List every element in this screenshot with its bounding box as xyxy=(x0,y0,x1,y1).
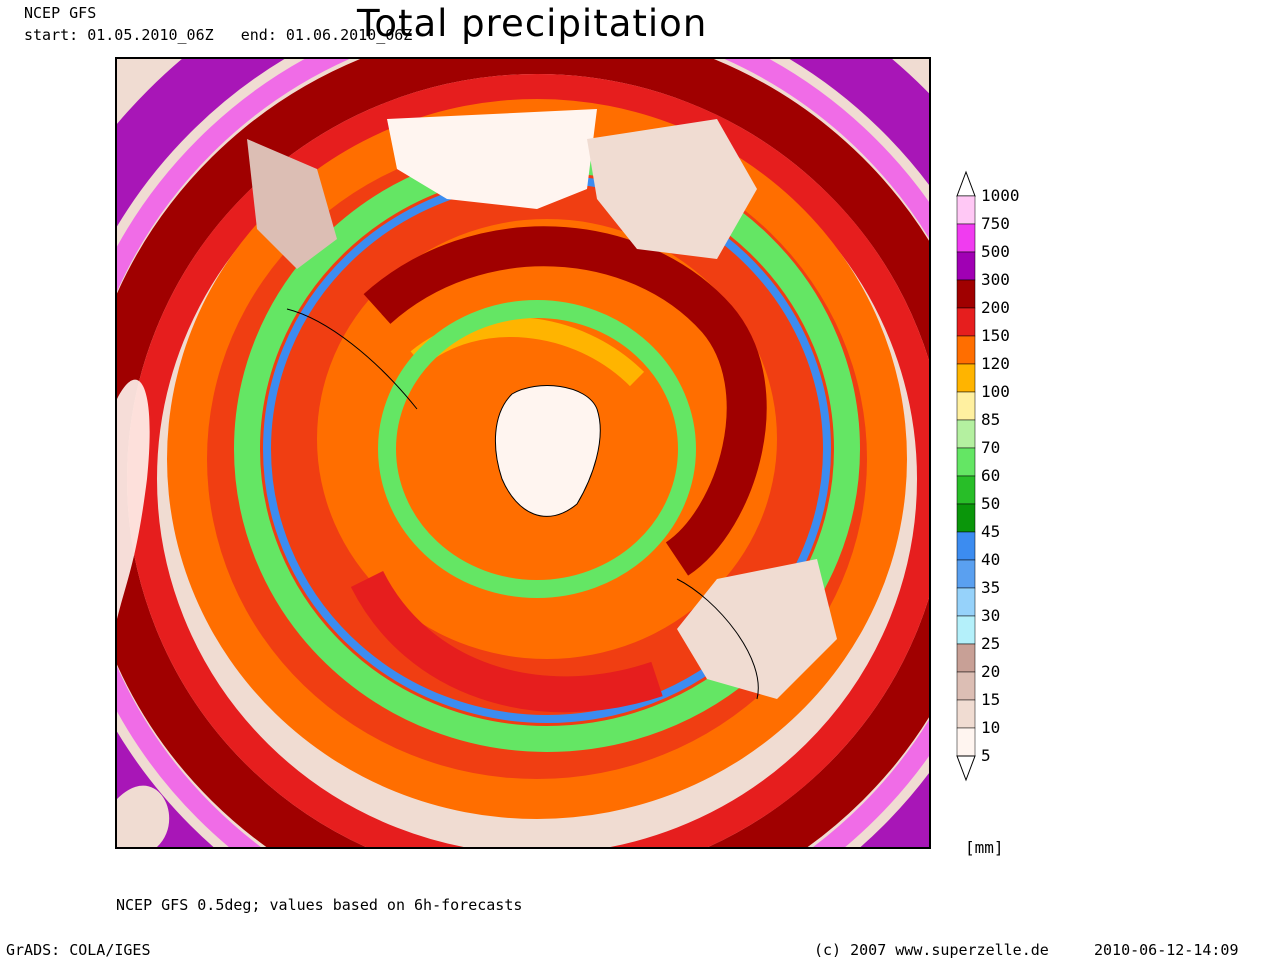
colorbar-top-arrow xyxy=(956,170,976,197)
colorbar-label-5: 5 xyxy=(981,746,991,765)
colorbar-label-500: 500 xyxy=(981,242,1010,261)
software-credit: GrADS: COLA/IGES xyxy=(6,941,151,959)
colorbar-label-10: 10 xyxy=(981,718,1001,737)
colorbar-label-25: 25 xyxy=(981,634,1001,653)
colorbar-label-40: 40 xyxy=(981,550,1001,569)
colorbar-swatch-20 xyxy=(956,643,976,673)
units-label: [mm] xyxy=(965,838,1004,857)
colorbar-swatch-10 xyxy=(956,699,976,729)
colorbar-label-20: 20 xyxy=(981,662,1001,681)
colorbar-label-30: 30 xyxy=(981,606,1001,625)
colorbar-swatch-5 xyxy=(956,727,976,757)
colorbar-swatch-25 xyxy=(956,615,976,645)
colorbar-swatch-60 xyxy=(956,447,976,477)
colorbar-swatch-750 xyxy=(956,195,976,225)
data-source-note: NCEP GFS 0.5deg; values based on 6h-fore… xyxy=(116,896,523,914)
colorbar-label-300: 300 xyxy=(981,270,1010,289)
colorbar xyxy=(955,170,1055,790)
colorbar-swatch-50 xyxy=(956,475,976,505)
colorbar-label-85: 85 xyxy=(981,410,1001,429)
colorbar-label-100: 100 xyxy=(981,382,1010,401)
colorbar-swatch-30 xyxy=(956,587,976,617)
colorbar-swatch-100 xyxy=(956,363,976,393)
colorbar-swatch-150 xyxy=(956,307,976,337)
colorbar-swatch-35 xyxy=(956,559,976,589)
colorbar-label-150: 150 xyxy=(981,326,1010,345)
colorbar-swatch-85 xyxy=(956,391,976,421)
colorbar-swatch-70 xyxy=(956,419,976,449)
colorbar-label-15: 15 xyxy=(981,690,1001,709)
precipitation-map xyxy=(115,57,931,849)
timestamp: 2010-06-12-14:09 xyxy=(1094,941,1239,959)
colorbar-swatch-15 xyxy=(956,671,976,701)
colorbar-swatches xyxy=(956,170,976,782)
colorbar-swatch-40 xyxy=(956,531,976,561)
colorbar-label-45: 45 xyxy=(981,522,1001,541)
colorbar-label-120: 120 xyxy=(981,354,1010,373)
colorbar-label-1000: 1000 xyxy=(981,186,1020,205)
model-name: NCEP GFS xyxy=(24,4,97,22)
colorbar-swatch-45 xyxy=(956,503,976,533)
colorbar-label-750: 750 xyxy=(981,214,1010,233)
colorbar-swatch-120 xyxy=(956,335,976,365)
colorbar-swatch-300 xyxy=(956,251,976,281)
colorbar-label-70: 70 xyxy=(981,438,1001,457)
forecast-period: start: 01.05.2010_06Z end: 01.06.2010_06… xyxy=(24,26,413,44)
copyright: (c) 2007 www.superzelle.de xyxy=(814,941,1049,959)
colorbar-swatch-500 xyxy=(956,223,976,253)
precipitation-field xyxy=(117,59,929,847)
colorbar-label-200: 200 xyxy=(981,298,1010,317)
colorbar-label-60: 60 xyxy=(981,466,1001,485)
colorbar-bottom-arrow xyxy=(956,755,976,782)
colorbar-label-50: 50 xyxy=(981,494,1001,513)
colorbar-label-35: 35 xyxy=(981,578,1001,597)
map-title: Total precipitation xyxy=(357,2,708,45)
colorbar-swatch-200 xyxy=(956,279,976,309)
